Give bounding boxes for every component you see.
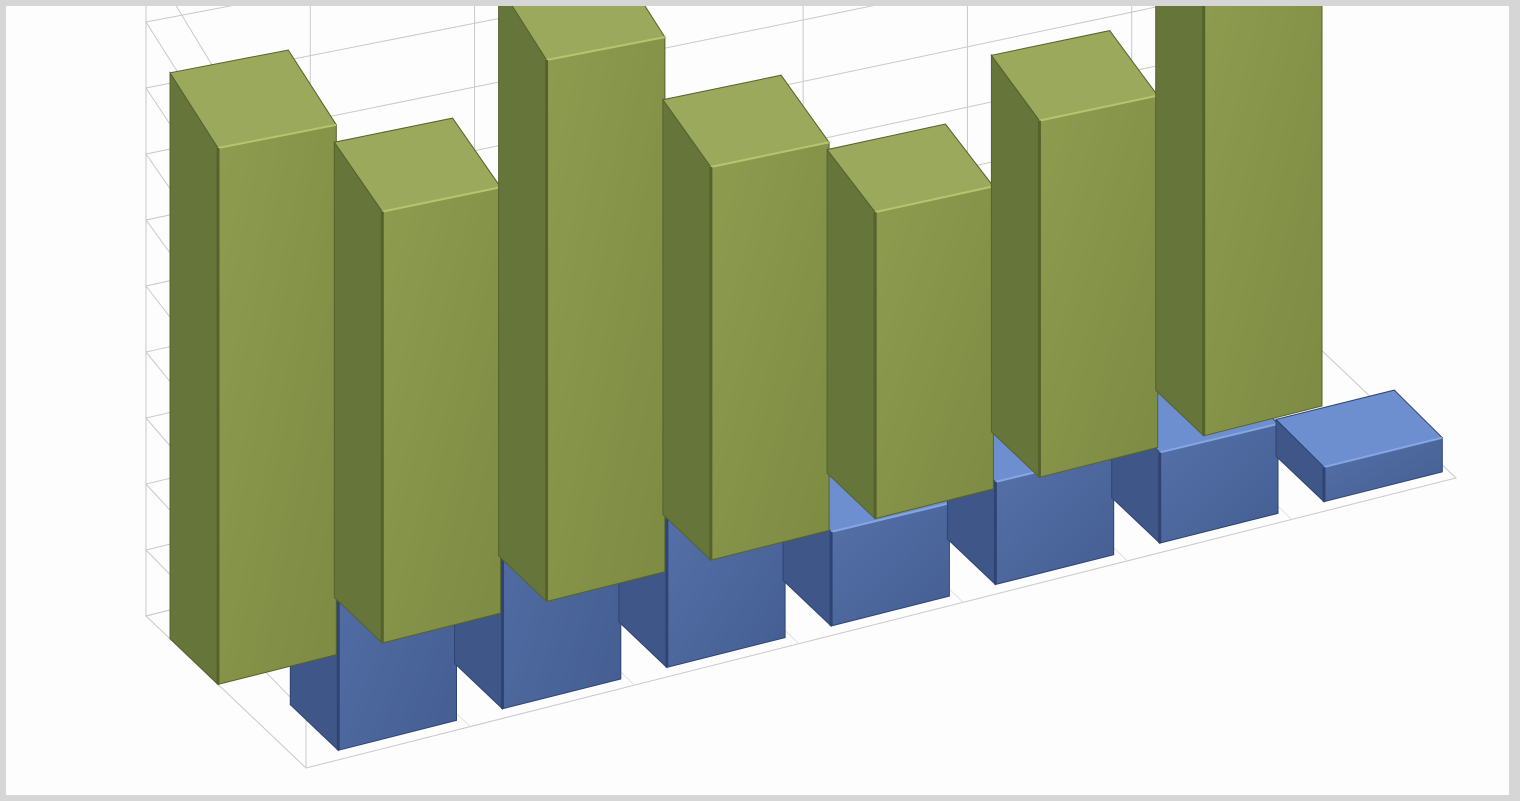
bar-side-face — [826, 148, 876, 520]
chart-bars — [169, 6, 1444, 752]
bar-series1-4 — [662, 74, 830, 562]
chart-canvas — [6, 6, 1509, 795]
bar-series1-5 — [826, 123, 995, 520]
bar-side-face — [498, 6, 548, 603]
bar-series2-7 — [1275, 389, 1444, 503]
bar-front-face — [710, 141, 830, 561]
bar-edge-highlight — [874, 185, 994, 214]
bar-edge-highlight — [217, 123, 337, 150]
bar-edge-highlight — [546, 36, 666, 62]
bar-side-face — [662, 98, 712, 562]
bar-series1-3 — [498, 6, 666, 603]
bar-front-face — [1038, 94, 1159, 478]
bar-edge-highlight — [710, 141, 830, 168]
bar-front-face — [381, 186, 502, 644]
bar-series1-1 — [169, 49, 338, 686]
bar-series1-7 — [1155, 6, 1323, 437]
bar-edge-highlight — [1159, 422, 1279, 454]
bar-side-face — [1155, 6, 1205, 437]
bar-front-face — [217, 124, 337, 686]
bar-series1-2 — [333, 117, 502, 645]
bar-edge-highlight — [830, 502, 950, 533]
bar-front-face — [874, 185, 994, 520]
bar-front-face — [1203, 6, 1323, 437]
bar-side-face — [333, 140, 383, 645]
bar-edge-highlight — [382, 186, 501, 213]
bar-front-face — [546, 36, 666, 603]
bar-side-face — [169, 71, 219, 686]
bar-side-face — [990, 53, 1040, 479]
bar-edge-highlight — [1039, 94, 1158, 122]
bar-series1-6 — [990, 30, 1159, 479]
bar-edge-highlight — [1323, 436, 1443, 469]
chart-plot — [144, 6, 1458, 769]
